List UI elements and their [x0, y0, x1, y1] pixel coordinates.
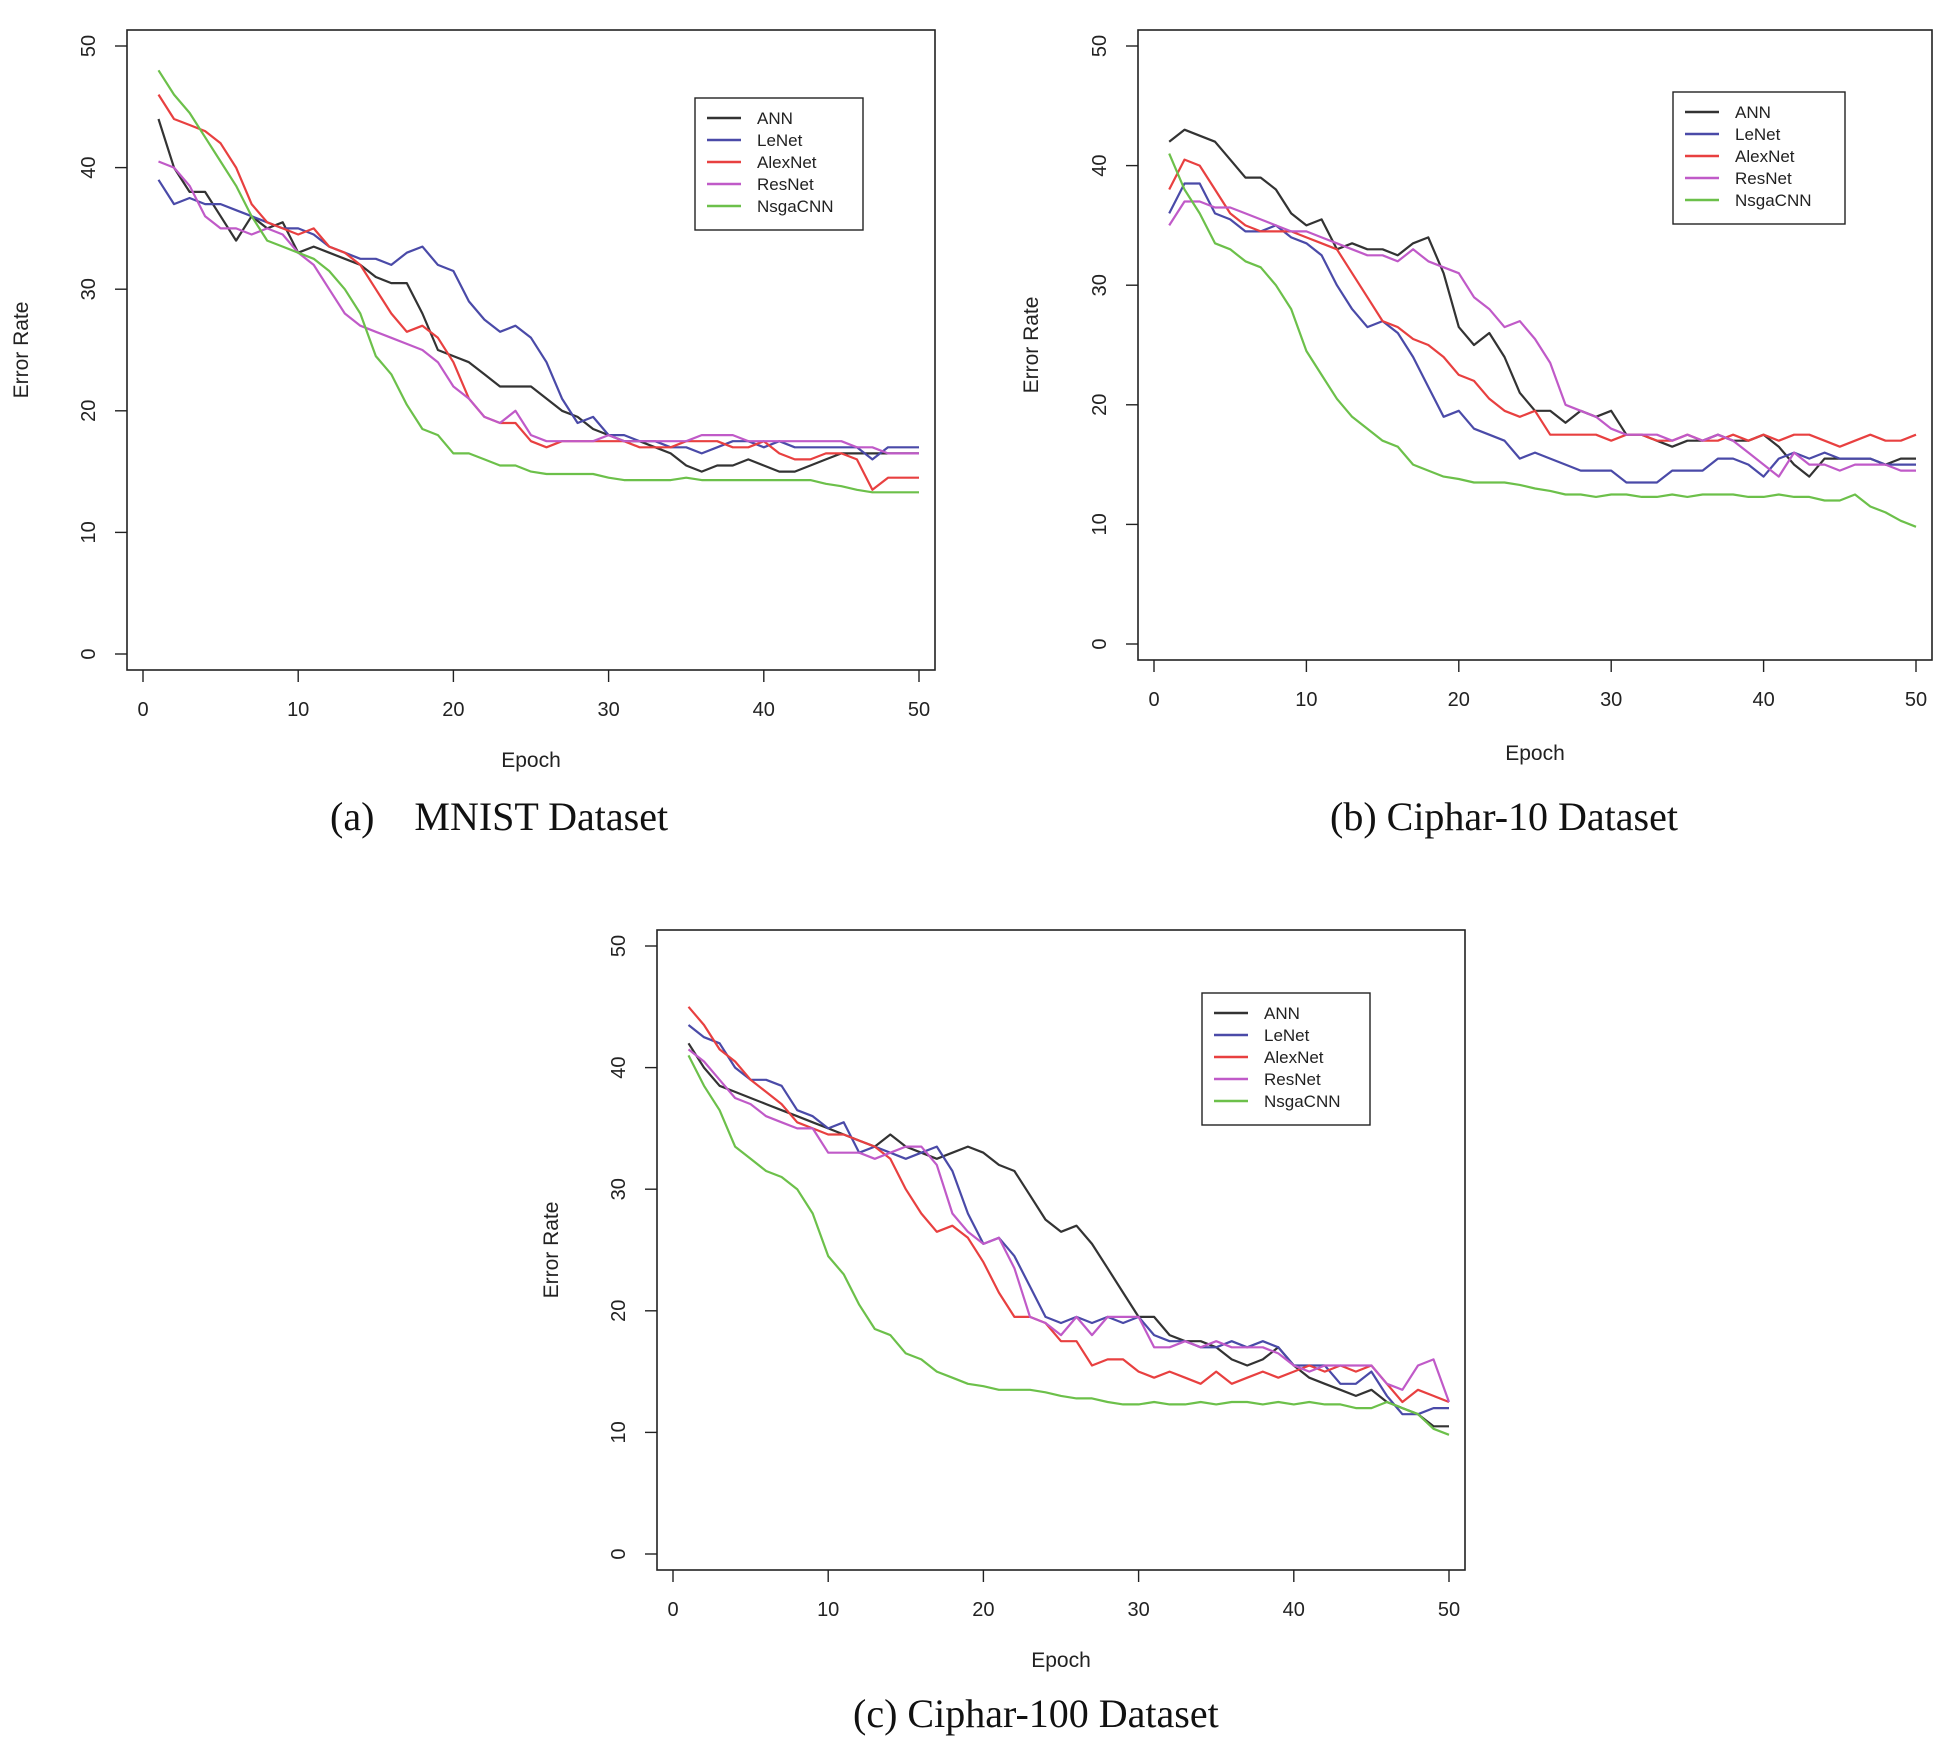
y-tick-label: 0 — [78, 648, 100, 659]
x-tick-label: 50 — [1905, 689, 1927, 711]
y-tick-label: 10 — [1089, 513, 1111, 535]
series-line-resnet — [687, 1048, 1451, 1403]
chart-ciphar-100: 0 10 20 30 40 50 0 10 20 30 40 50 Epoch Error Rate ANN… — [530, 900, 1480, 1680]
series-line-lenet — [1168, 182, 1916, 484]
legend-label-alexnet: AlexNet — [1264, 1048, 1324, 1067]
x-tick-label: 10 — [287, 699, 309, 721]
y-tick-label: 50 — [1089, 35, 1111, 57]
legend-label-lenet: LeNet — [757, 131, 803, 150]
series-line-nsgacnn — [1168, 153, 1917, 528]
x-axis-title: Epoch — [1505, 742, 1565, 765]
plot-frame — [656, 929, 1466, 1571]
series-line-nsgacnn — [687, 1054, 1450, 1436]
series-line-alexnet — [157, 94, 919, 491]
legend-box — [694, 97, 864, 231]
y-tick-label: 20 — [1089, 394, 1111, 416]
legend-label-resnet: ResNet — [1264, 1070, 1321, 1089]
y-axis-title: Error Rate — [10, 302, 33, 399]
series-line-resnet — [158, 160, 919, 455]
caption-ciphar-100: (c) Ciphar-100 Dataset — [853, 1691, 1219, 1736]
legend-label-resnet: ResNet — [757, 175, 814, 194]
x-tick-label: 20 — [442, 699, 464, 721]
y-tick-label: 20 — [78, 400, 100, 422]
legend-label-alexnet: AlexNet — [757, 153, 817, 172]
chart-ciphar-100-svg: 0 10 20 30 40 50 0 10 20 30 40 50 Epoch Error Rate ANN… — [540, 929, 1466, 1672]
y-tick-label: 30 — [608, 1178, 630, 1200]
x-tick-label: 20 — [1448, 689, 1470, 711]
series-line-resnet — [1168, 200, 1916, 478]
x-axis-title: Epoch — [1031, 1649, 1091, 1672]
x-tick-label: 10 — [817, 1599, 839, 1621]
legend-label-nsgacnn: NsgaCNN — [1735, 191, 1812, 210]
plot-frame — [1137, 29, 1933, 661]
chart-ciphar-10: 0 10 20 30 40 50 0 10 20 30 40 50 Epoch Error Rate ANN… — [1010, 0, 1938, 780]
chart-ciphar-10-svg: 0 10 20 30 40 50 0 10 20 30 40 50 Epoch Error Rate ANN… — [1020, 29, 1933, 765]
y-axis-title: Error Rate — [540, 1202, 563, 1299]
series-line-nsgacnn — [157, 69, 919, 494]
legend-label-nsgacnn: NsgaCNN — [757, 197, 834, 216]
x-tick-label: 30 — [1127, 1599, 1149, 1621]
x-tick-label: 30 — [1600, 689, 1622, 711]
legend-label-lenet: LeNet — [1735, 125, 1781, 144]
legend-box — [1201, 992, 1371, 1126]
plot-frame — [126, 29, 936, 671]
y-tick-label: 50 — [608, 935, 630, 957]
x-tick-label: 10 — [1295, 689, 1317, 711]
x-tick-label: 50 — [1438, 1599, 1460, 1621]
y-tick-label: 20 — [608, 1300, 630, 1322]
legend-label-ann: ANN — [757, 109, 793, 128]
x-tick-label: 40 — [1283, 1599, 1305, 1621]
caption-mnist: (a) MNIST Dataset — [330, 794, 669, 839]
series-line-alexnet — [687, 1006, 1450, 1404]
legend-label-lenet: LeNet — [1264, 1026, 1310, 1045]
x-tick-label: 30 — [597, 699, 619, 721]
x-tick-label: 0 — [1148, 689, 1159, 711]
legend-label-resnet: ResNet — [1735, 169, 1792, 188]
y-tick-label: 0 — [608, 1548, 630, 1559]
legend-box — [1672, 91, 1846, 225]
x-tick-label: 40 — [1752, 689, 1774, 711]
x-tick-label: 0 — [137, 699, 148, 721]
y-tick-label: 30 — [1089, 274, 1111, 296]
y-tick-label: 50 — [78, 35, 100, 57]
y-axis-title: Error Rate — [1020, 297, 1043, 394]
legend-label-ann: ANN — [1735, 103, 1771, 122]
y-tick-label: 40 — [78, 156, 100, 178]
y-tick-label: 40 — [608, 1056, 630, 1078]
y-tick-label: 0 — [1089, 638, 1111, 649]
legend-label-alexnet: AlexNet — [1735, 147, 1795, 166]
series-line-ann — [687, 1042, 1449, 1428]
series-line-ann — [1168, 128, 1916, 478]
caption-ciphar-10: (b) Ciphar-10 Dataset — [1330, 794, 1678, 839]
chart-mnist-svg: 0 10 20 30 40 50 0 10 20 30 40 50 Epoch Error Rate ANN… — [10, 29, 936, 772]
chart-mnist: 0 10 20 30 40 50 0 10 20 30 40 50 Epoch Error Rate ANN… — [0, 0, 950, 780]
x-tick-label: 0 — [667, 1599, 678, 1621]
y-tick-label: 10 — [78, 521, 100, 543]
x-tick-label: 50 — [908, 699, 930, 721]
legend-label-nsgacnn: NsgaCNN — [1264, 1092, 1341, 1111]
y-tick-label: 30 — [78, 278, 100, 300]
y-tick-label: 10 — [608, 1421, 630, 1443]
legend-label-ann: ANN — [1264, 1004, 1300, 1023]
x-axis-title: Epoch — [501, 749, 561, 772]
x-tick-label: 20 — [972, 1599, 994, 1621]
y-tick-label: 40 — [1089, 154, 1111, 176]
x-tick-label: 40 — [753, 699, 775, 721]
